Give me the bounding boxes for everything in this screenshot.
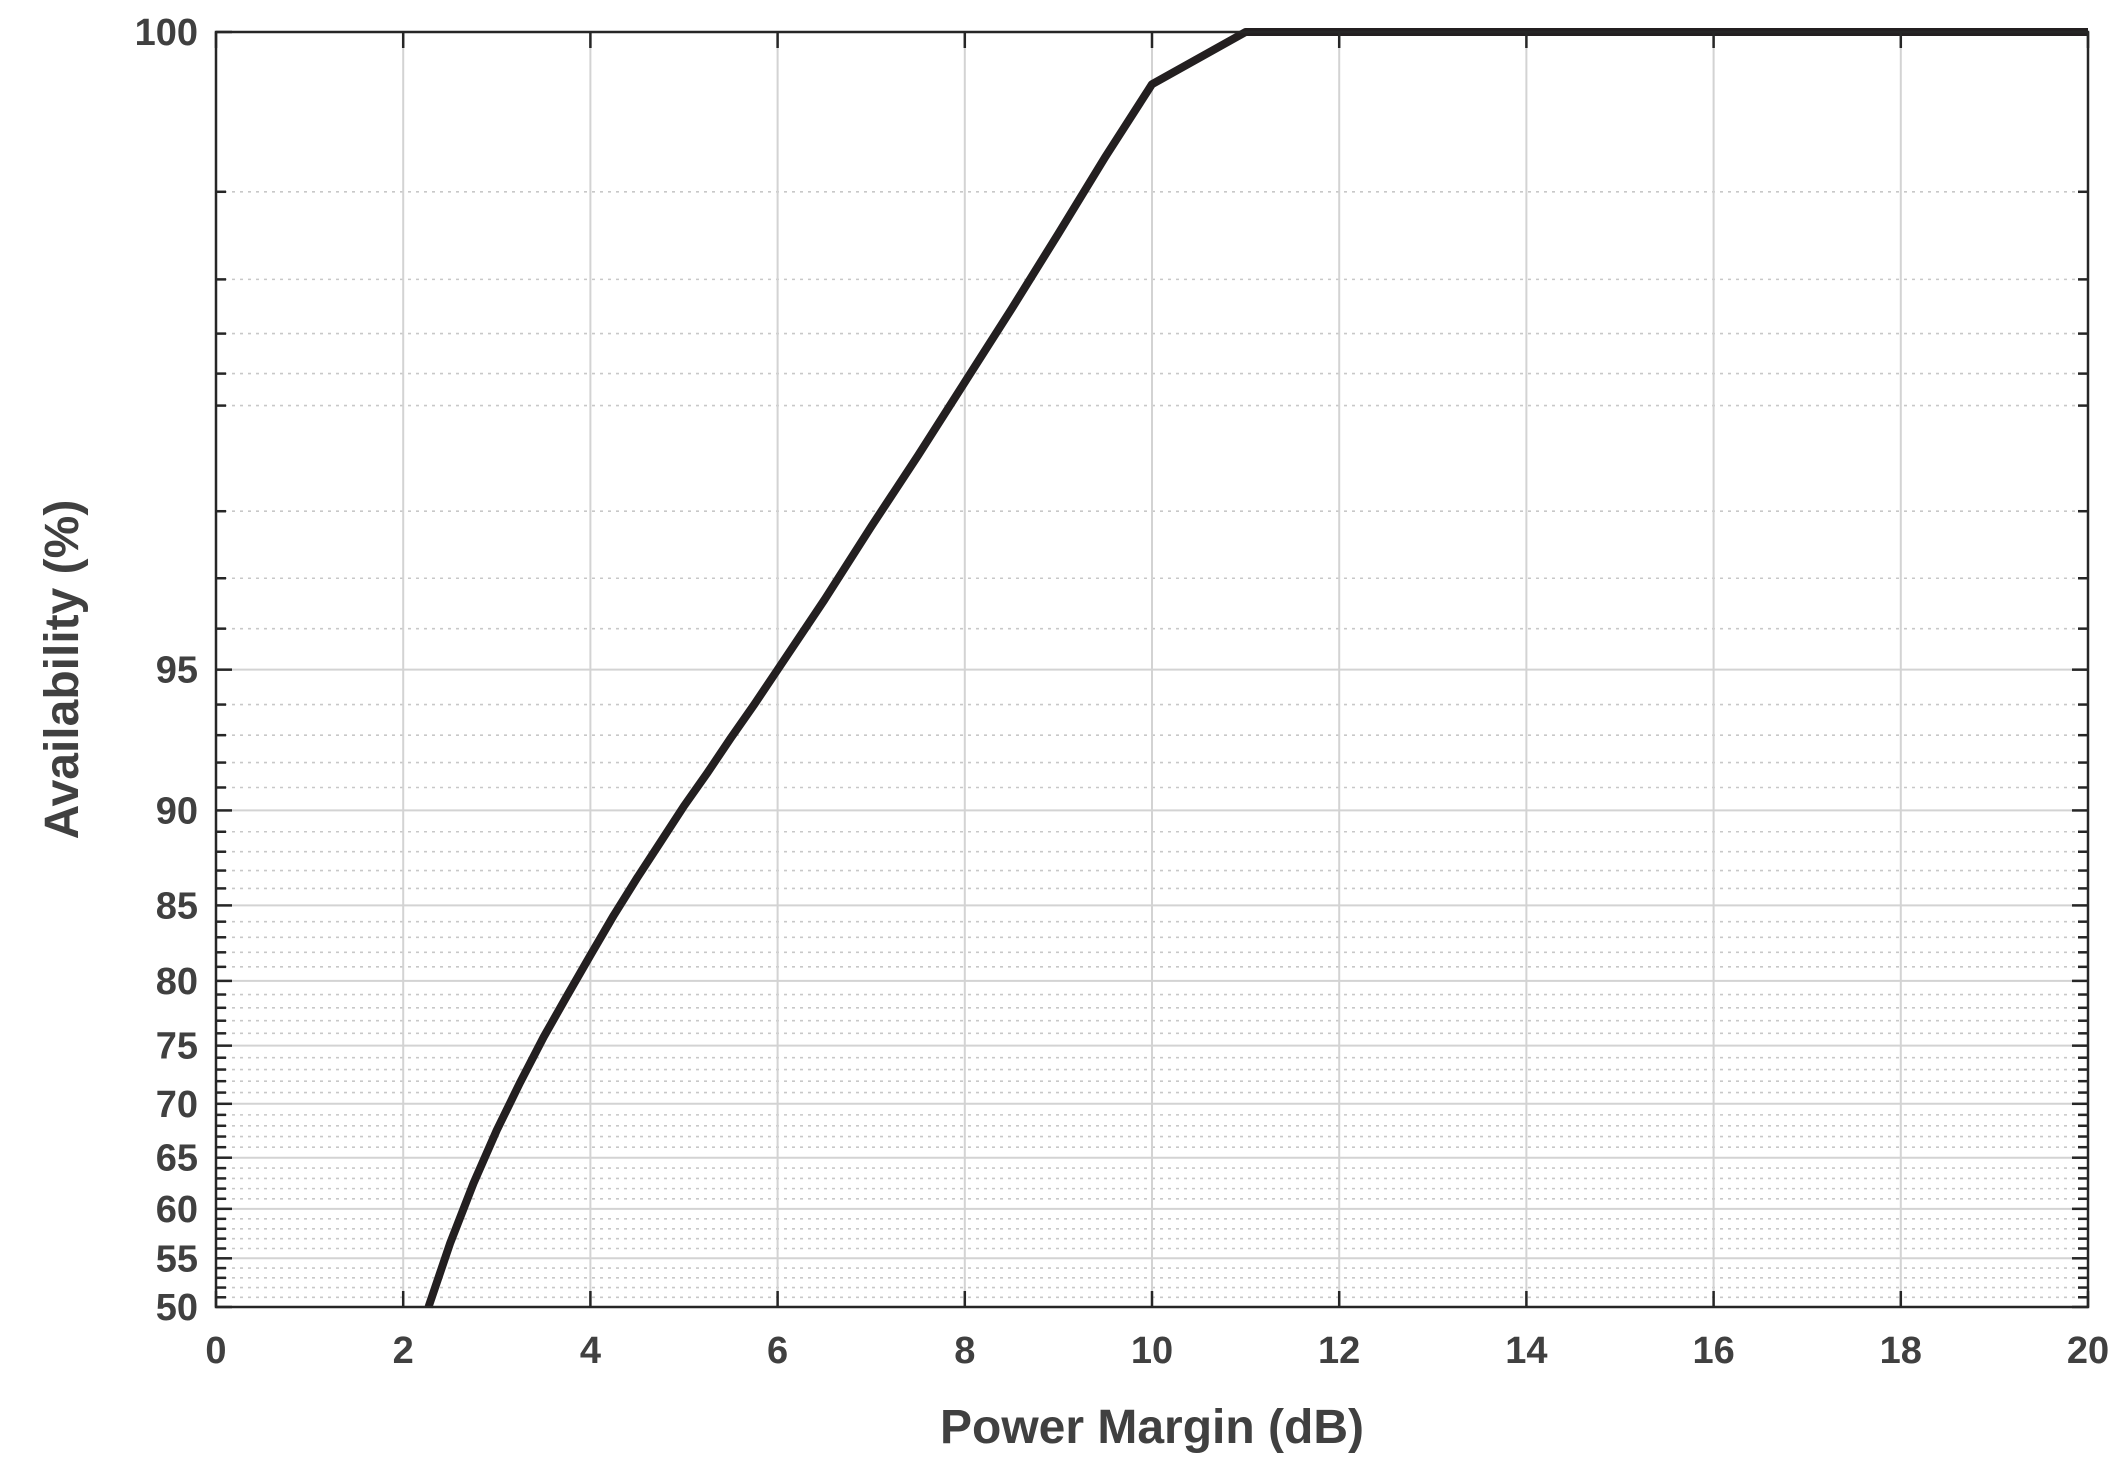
x-tick-label: 8 [954, 1330, 975, 1372]
major-grid [215, 31, 2089, 1308]
x-tick-label: 0 [205, 1330, 226, 1372]
x-tick-label: 6 [767, 1330, 788, 1372]
y-tick-label: 60 [156, 1189, 198, 1231]
y-tick-label: 100 [135, 12, 198, 54]
y-tick-label: 95 [156, 650, 198, 692]
y-tick-labels: 50 55 60 65 70 75 80 85 90 95 100 [135, 12, 198, 1329]
y-tick-label: 70 [156, 1084, 198, 1126]
y-tick-label: 75 [156, 1026, 198, 1068]
y-tick-label: 55 [156, 1238, 198, 1280]
x-tick-label: 12 [1318, 1330, 1360, 1372]
x-tick-label: 2 [393, 1330, 414, 1372]
x-tick-label: 14 [1505, 1330, 1547, 1372]
x-axis-title: Power Margin (dB) [940, 1401, 1364, 1454]
y-tick-label: 80 [156, 961, 198, 1003]
tick-marks [214, 30, 2090, 1309]
x-tick-labels: 0 2 4 6 8 10 12 14 16 18 20 [205, 1330, 2109, 1372]
x-tick-label: 4 [580, 1330, 601, 1372]
y-tick-label: 50 [156, 1287, 198, 1329]
x-tick-label: 18 [1880, 1330, 1922, 1372]
y-axis-title: Availability (%) [36, 500, 89, 840]
x-tick-label: 10 [1131, 1330, 1173, 1372]
x-tick-label: 20 [2067, 1330, 2109, 1372]
y-tick-label: 85 [156, 885, 198, 927]
y-tick-label: 65 [156, 1138, 198, 1180]
x-tick-label: 16 [1692, 1330, 1734, 1372]
y-tick-label: 90 [156, 790, 198, 832]
